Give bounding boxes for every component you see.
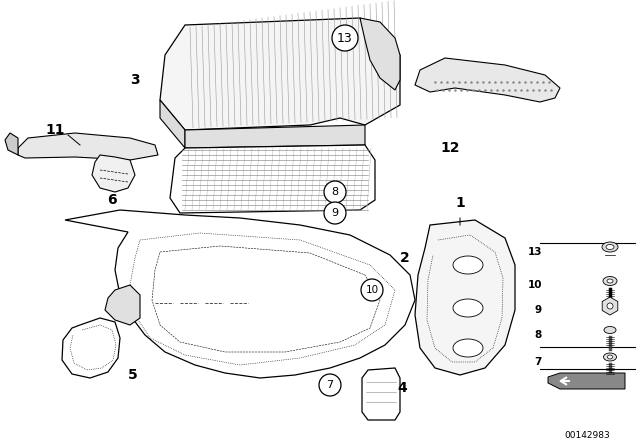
Text: 10: 10 — [527, 280, 542, 290]
Text: 12: 12 — [440, 141, 460, 155]
Polygon shape — [105, 285, 140, 325]
Text: 9: 9 — [535, 305, 542, 315]
Polygon shape — [65, 210, 415, 378]
Text: 9: 9 — [332, 208, 339, 218]
Polygon shape — [185, 125, 365, 148]
Text: 6: 6 — [107, 193, 117, 207]
Polygon shape — [160, 100, 185, 148]
Ellipse shape — [604, 327, 616, 333]
Ellipse shape — [453, 339, 483, 357]
Ellipse shape — [453, 256, 483, 274]
Polygon shape — [170, 145, 375, 213]
Text: 1: 1 — [455, 196, 465, 210]
Ellipse shape — [607, 279, 613, 283]
Text: 7: 7 — [534, 357, 542, 367]
Text: 4: 4 — [397, 381, 407, 395]
Ellipse shape — [607, 355, 612, 359]
Ellipse shape — [604, 353, 616, 361]
Text: 11: 11 — [45, 123, 65, 137]
Polygon shape — [360, 18, 400, 90]
Polygon shape — [415, 58, 560, 102]
Polygon shape — [62, 318, 120, 378]
Circle shape — [319, 374, 341, 396]
Polygon shape — [18, 133, 158, 160]
Text: 10: 10 — [365, 285, 379, 295]
Text: 8: 8 — [535, 330, 542, 340]
Polygon shape — [92, 155, 135, 192]
Ellipse shape — [602, 242, 618, 252]
Circle shape — [332, 25, 358, 51]
Polygon shape — [5, 133, 18, 155]
Polygon shape — [548, 373, 625, 389]
Polygon shape — [362, 368, 400, 420]
Text: 13: 13 — [527, 247, 542, 257]
Polygon shape — [415, 220, 515, 375]
Text: 00142983: 00142983 — [564, 431, 610, 439]
Ellipse shape — [453, 299, 483, 317]
Ellipse shape — [606, 245, 614, 250]
Circle shape — [324, 181, 346, 203]
Ellipse shape — [603, 276, 617, 285]
Text: 7: 7 — [326, 380, 333, 390]
Polygon shape — [160, 18, 400, 130]
Text: 3: 3 — [130, 73, 140, 87]
Text: 8: 8 — [332, 187, 339, 197]
Ellipse shape — [607, 303, 613, 309]
Text: 13: 13 — [337, 31, 353, 44]
Text: 2: 2 — [400, 251, 410, 265]
Circle shape — [361, 279, 383, 301]
Circle shape — [324, 202, 346, 224]
Text: 5: 5 — [128, 368, 138, 382]
